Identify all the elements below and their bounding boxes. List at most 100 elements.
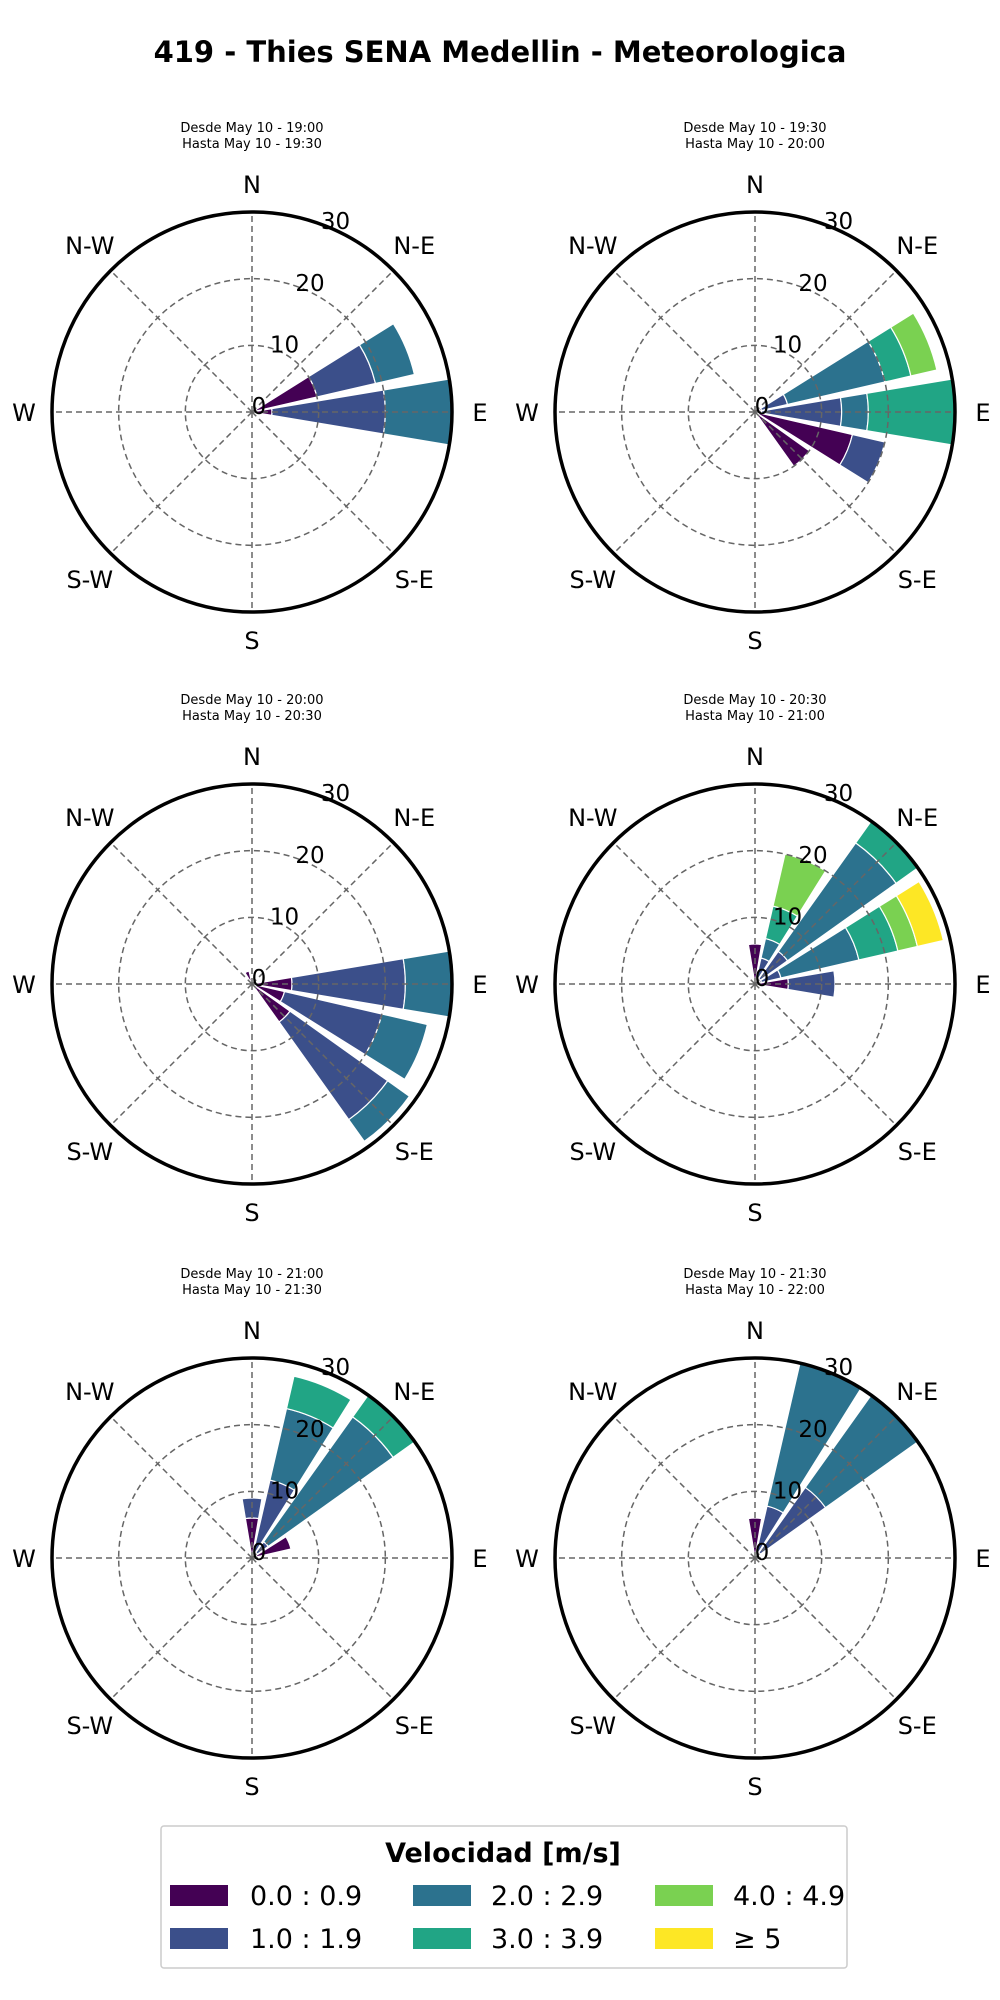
- panel-subtitle-from: Desde May 10 - 20:00: [180, 693, 323, 708]
- angular-gridline: [754, 1416, 897, 1559]
- legend-label: ≥ 5: [733, 1924, 781, 1955]
- bar-segment-speed-1: [241, 1497, 263, 1520]
- legend-swatch: [655, 1928, 713, 1949]
- bar-segment-speed-0: [244, 970, 253, 985]
- radial-tick-label: 0: [755, 394, 770, 420]
- direction-label: S: [747, 627, 762, 655]
- radial-tick-label: 0: [252, 966, 267, 992]
- direction-label: S-E: [395, 1712, 434, 1740]
- direction-label: S: [244, 1773, 259, 1801]
- angular-gridline: [110, 842, 253, 985]
- direction-label: N-W: [65, 804, 114, 832]
- radial-tick-label: 10: [773, 1478, 802, 1504]
- bar-segment-speed-2: [347, 1079, 411, 1143]
- bar-segment-speed-5: [895, 880, 945, 948]
- bar-segment-speed-2: [839, 392, 869, 432]
- legend-swatch: [170, 1885, 228, 1906]
- direction-label: S-W: [569, 1712, 616, 1740]
- direction-label: W: [12, 1545, 36, 1573]
- direction-label: S-E: [395, 566, 434, 594]
- direction-label: N-E: [393, 1378, 435, 1406]
- bar-segment-speed-2: [364, 1013, 429, 1081]
- legend-title: Velocidad [m/s]: [385, 1838, 621, 1869]
- angular-gridline: [613, 1557, 756, 1700]
- radial-tick-label: 0: [755, 966, 770, 992]
- radial-tick-label: 30: [824, 209, 853, 235]
- polar-frame: [50, 1356, 454, 1760]
- radial-tick-label: 0: [252, 1540, 267, 1566]
- legend-label: 0.0 : 0.9: [250, 1881, 362, 1912]
- legend: Velocidad [m/s] 0.0 : 0.9 1.0 : 1.9 2.0 : …: [160, 1825, 848, 1969]
- polar-frame: [50, 210, 454, 614]
- bar-segment-speed-2: [358, 322, 416, 385]
- bar-segment-speed-0: [251, 1535, 292, 1559]
- direction-label: N: [243, 1317, 261, 1345]
- direction-label: S-W: [66, 566, 113, 594]
- radial-tick-label: 30: [824, 1355, 853, 1381]
- angular-gridline: [613, 842, 756, 985]
- bar-segment-speed-0: [747, 1517, 763, 1559]
- direction-label: N-E: [393, 804, 435, 832]
- bar-segment-speed-0: [747, 943, 763, 985]
- direction-label: S: [747, 1199, 762, 1227]
- polar-frame: [553, 1356, 957, 1760]
- direction-label: S: [244, 1199, 259, 1227]
- radial-tick-label: 0: [755, 1540, 770, 1566]
- radial-tick-label: 20: [798, 1417, 827, 1443]
- angular-gridline: [613, 411, 756, 554]
- direction-label: S-W: [66, 1138, 113, 1166]
- legend-label: 2.0 : 2.9: [491, 1881, 603, 1912]
- angular-gridline: [613, 1416, 756, 1559]
- direction-label: W: [12, 399, 36, 427]
- direction-label: N: [746, 743, 764, 771]
- radial-tick-label: 20: [295, 1417, 324, 1443]
- panel-subtitle-to: Hasta May 10 - 21:00: [685, 709, 825, 724]
- panel-subtitle-from: Desde May 10 - 21:00: [180, 1267, 323, 1282]
- direction-label: E: [472, 399, 487, 427]
- angular-gridline: [613, 983, 756, 1126]
- direction-label: S-W: [569, 1138, 616, 1166]
- direction-label: N-E: [896, 804, 938, 832]
- radial-gridline: [184, 344, 320, 480]
- angular-gridline: [613, 270, 756, 413]
- angular-gridline: [110, 411, 253, 554]
- angular-gridline: [251, 1557, 394, 1700]
- direction-label: E: [975, 1545, 990, 1573]
- radial-gridline: [687, 1490, 823, 1626]
- direction-label: N: [746, 171, 764, 199]
- direction-label: N-W: [568, 804, 617, 832]
- bar-segment-speed-1: [787, 970, 836, 998]
- radial-tick-label: 20: [295, 843, 324, 869]
- direction-label: E: [472, 1545, 487, 1573]
- polar-frame: [50, 782, 454, 1186]
- angular-gridline: [110, 270, 253, 413]
- angular-gridline: [754, 411, 897, 554]
- radial-gridline: [687, 344, 823, 480]
- angular-gridline: [110, 1557, 253, 1700]
- angular-gridline: [754, 842, 897, 985]
- angular-gridline: [754, 1557, 897, 1700]
- legend-label: 4.0 : 4.9: [733, 1881, 845, 1912]
- angular-gridline: [251, 411, 394, 554]
- angular-gridline: [251, 270, 394, 413]
- angular-gridline: [251, 842, 394, 985]
- direction-label: W: [12, 971, 36, 999]
- radial-tick-label: 10: [270, 1478, 299, 1504]
- radial-tick-label: 30: [321, 1355, 350, 1381]
- panel-subtitle-to: Hasta May 10 - 19:30: [182, 137, 322, 152]
- legend-label: 1.0 : 1.9: [250, 1924, 362, 1955]
- direction-label: S-E: [395, 1138, 434, 1166]
- angular-gridline: [754, 983, 897, 1126]
- angular-gridline: [110, 1416, 253, 1559]
- panel-subtitle-to: Hasta May 10 - 21:30: [182, 1283, 322, 1298]
- radial-tick-label: 10: [773, 904, 802, 930]
- direction-label: S: [244, 627, 259, 655]
- direction-label: N: [243, 171, 261, 199]
- radial-tick-label: 10: [773, 332, 802, 358]
- legend-swatch: [170, 1928, 228, 1949]
- direction-label: S: [747, 1773, 762, 1801]
- angular-gridline: [251, 983, 394, 1126]
